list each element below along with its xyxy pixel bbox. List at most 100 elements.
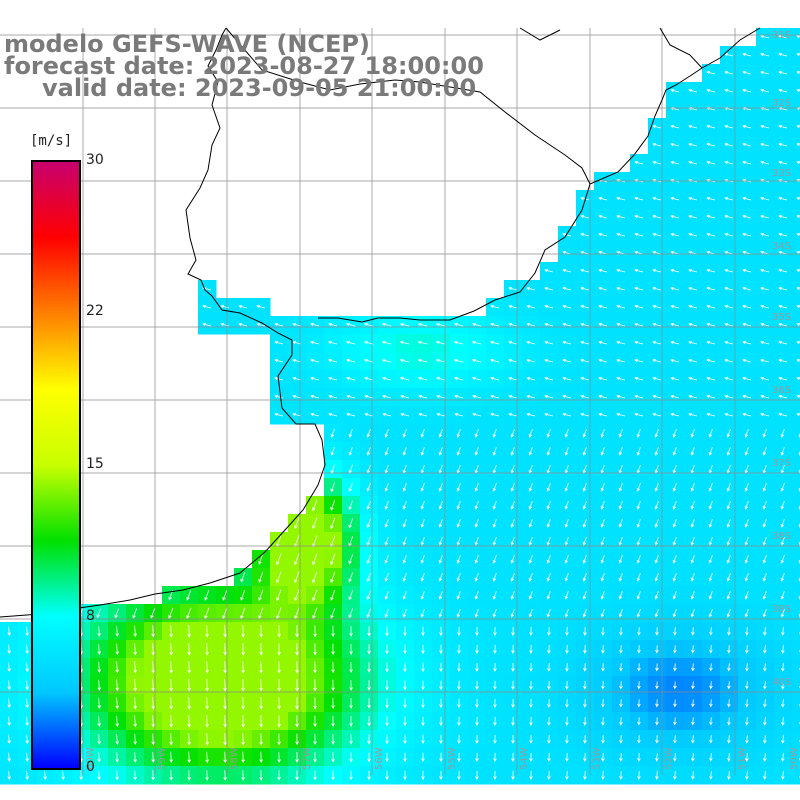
- wind-arrow: [511, 626, 515, 636]
- wind-arrow: [654, 428, 659, 438]
- wind-arrow: [580, 322, 590, 327]
- wind-arrow: [439, 770, 443, 780]
- wind-arrow: [547, 662, 551, 672]
- wind-arrow: [511, 752, 515, 762]
- wind-arrow: [762, 536, 767, 546]
- wind-arrow: [547, 698, 551, 708]
- wind-arrow: [673, 663, 677, 672]
- wind-arrow: [691, 770, 695, 780]
- wind-arrow: [708, 536, 713, 546]
- wind-arrow: [421, 680, 425, 691]
- wind-arrow: [652, 160, 662, 165]
- wind-arrow: [510, 518, 515, 528]
- wind-arrow: [655, 663, 659, 672]
- wind-arrow: [652, 286, 662, 291]
- wind-arrow: [654, 446, 659, 456]
- wind-arrow: [274, 358, 284, 363]
- wind-arrow: [601, 699, 605, 708]
- wind-arrow: [760, 160, 770, 165]
- wind-arrow: [403, 626, 407, 637]
- wind-arrow: [652, 142, 662, 147]
- wind-arrow: [724, 376, 734, 381]
- wind-arrow: [258, 607, 264, 620]
- wind-arrow: [366, 518, 371, 528]
- wind-arrow: [634, 340, 644, 345]
- wind-arrow: [187, 751, 191, 764]
- wind-arrow: [780, 446, 785, 456]
- wind-arrow: [366, 590, 371, 600]
- wind-arrow: [562, 412, 572, 417]
- wind-arrow: [600, 609, 605, 618]
- wind-arrow: [709, 645, 713, 654]
- wind-arrow: [115, 679, 119, 692]
- wind-arrow: [780, 518, 785, 528]
- wind-arrow: [688, 214, 698, 219]
- lon-label: 59W: [157, 747, 168, 770]
- wind-arrow: [384, 500, 389, 510]
- wind-arrow: [474, 554, 479, 564]
- wind-arrow: [382, 394, 392, 399]
- wind-arrow: [688, 124, 698, 129]
- wind-arrow: [475, 626, 479, 636]
- wind-arrow: [760, 34, 770, 39]
- wind-arrow: [240, 572, 246, 583]
- wind-arrow: [616, 340, 626, 345]
- wind-arrow: [114, 608, 120, 619]
- wind-arrow: [421, 770, 425, 781]
- wind-arrow: [186, 607, 192, 619]
- wind-arrow: [619, 699, 623, 708]
- wind-arrow: [727, 770, 731, 780]
- wind-arrow: [796, 70, 800, 75]
- wind-arrow: [727, 645, 731, 654]
- wind-arrow: [598, 340, 608, 345]
- wind-arrow: [619, 770, 623, 780]
- wind-arrow: [456, 446, 461, 456]
- wind-arrow: [490, 322, 500, 327]
- wind-arrow: [276, 607, 282, 620]
- wind-arrow: [562, 286, 572, 291]
- wind-arrow: [583, 717, 587, 726]
- wind-arrow: [438, 554, 443, 564]
- wind-arrow: [385, 698, 389, 709]
- wind-speed-cell: [792, 190, 800, 209]
- wind-arrow: [673, 645, 677, 654]
- wind-arrow: [745, 626, 749, 636]
- wind-arrow: [435, 340, 446, 345]
- wind-arrow: [367, 662, 371, 673]
- wind-arrow: [796, 160, 800, 165]
- wind-arrow: [312, 607, 318, 619]
- wind-arrow: [781, 734, 785, 744]
- wind-arrow: [508, 412, 518, 417]
- wind-arrow: [745, 735, 749, 744]
- wind-arrow: [474, 446, 479, 456]
- wind-arrow: [510, 590, 515, 600]
- wind-arrow: [634, 214, 644, 219]
- wind-arrow: [547, 752, 551, 762]
- wind-arrow: [295, 643, 299, 656]
- wind-arrow: [616, 232, 626, 237]
- wind-arrow: [399, 358, 410, 363]
- wind-arrow: [205, 643, 209, 656]
- wind-arrow: [151, 625, 155, 638]
- wind-arrow: [688, 286, 698, 291]
- colorbar-tick-label: 22: [86, 303, 104, 319]
- wind-arrow: [724, 196, 734, 201]
- wind-arrow: [384, 554, 389, 564]
- wind-arrow: [616, 286, 626, 291]
- wind-arrow: [493, 734, 497, 744]
- wind-arrow: [708, 500, 713, 510]
- wind-arrow: [310, 394, 320, 399]
- wind-arrow: [745, 681, 749, 690]
- wind-arrow: [349, 661, 353, 673]
- wind-arrow: [367, 680, 371, 691]
- wind-arrow: [580, 268, 590, 273]
- wind-arrow: [709, 699, 713, 708]
- wind-arrow: [187, 697, 191, 710]
- wind-arrow: [420, 608, 425, 618]
- wind-arrow: [384, 608, 389, 618]
- wind-arrow: [366, 500, 371, 510]
- wind-arrow: [97, 752, 101, 763]
- wind-arrow: [25, 698, 29, 709]
- wind-arrow: [580, 214, 590, 219]
- wind-arrow: [205, 770, 209, 781]
